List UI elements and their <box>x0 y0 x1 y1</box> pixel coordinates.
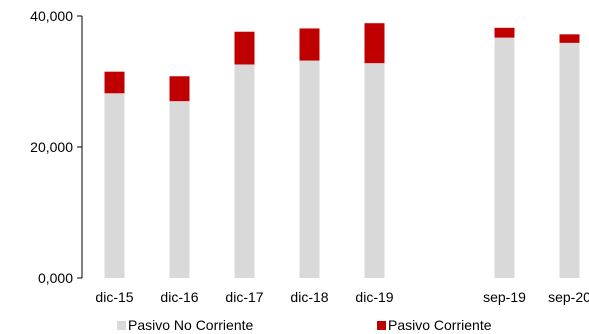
x-tick-label: dic-19 <box>355 289 393 305</box>
bar-pasivo-corriente <box>299 28 320 61</box>
bar-pasivo-no-corriente <box>169 101 190 279</box>
x-tick-label: sep-19 <box>483 289 526 305</box>
x-tick-label: dic-17 <box>225 289 263 305</box>
bar-pasivo-corriente <box>234 31 255 65</box>
legend: Pasivo No Corriente Pasivo Corriente <box>117 317 492 333</box>
bar-pasivo-no-corriente <box>559 42 580 279</box>
bar-pasivo-no-corriente <box>104 93 125 278</box>
legend-label-pasivo-no-corriente: Pasivo No Corriente <box>128 317 253 333</box>
x-tick-label: dic-15 <box>95 289 133 305</box>
x-tick-label: sep-20 <box>548 289 589 305</box>
x-tick-label: dic-16 <box>160 289 198 305</box>
x-tick-label: dic-18 <box>290 289 328 305</box>
bars <box>104 23 580 279</box>
bar-pasivo-no-corriente <box>494 37 515 278</box>
bar-pasivo-no-corriente <box>299 60 320 278</box>
legend-swatch-pasivo-corriente <box>377 321 386 330</box>
bar-pasivo-corriente <box>364 23 385 64</box>
y-tick-label: 0,000 <box>38 270 73 286</box>
legend-label-pasivo-corriente: Pasivo Corriente <box>388 317 492 333</box>
y-tick-label: 20,000 <box>30 139 73 155</box>
bar-pasivo-corriente <box>559 34 580 43</box>
bar-pasivo-no-corriente <box>234 64 255 278</box>
y-axis-ticks: 0,000 20,000 40,000 <box>30 8 82 286</box>
bar-pasivo-corriente <box>494 27 515 38</box>
y-tick-label: 40,000 <box>30 8 73 24</box>
x-axis-labels: dic-15 dic-16 dic-17 dic-18 dic-19 sep-19 sep-… <box>95 289 589 305</box>
bar-pasivo-corriente <box>104 71 125 94</box>
bar-pasivo-corriente <box>169 76 190 102</box>
legend-swatch-pasivo-no-corriente <box>117 321 126 330</box>
bar-pasivo-no-corriente <box>364 63 385 278</box>
